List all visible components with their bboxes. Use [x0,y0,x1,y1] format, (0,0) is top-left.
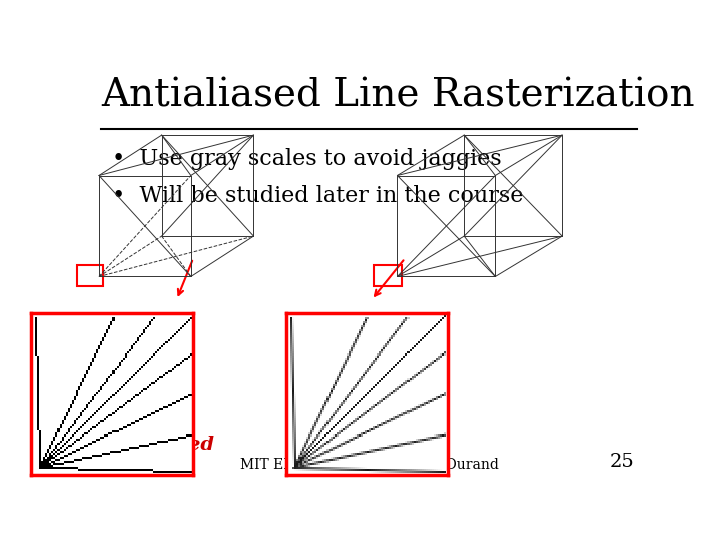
Text: antialiased: antialiased [315,436,435,454]
Bar [78,266,104,286]
Text: 25: 25 [609,454,634,471]
Text: •  Will be studied later in the course: • Will be studied later in the course [112,185,523,207]
Bar [374,266,402,286]
Text: •  Use gray scales to avoid jaggies: • Use gray scales to avoid jaggies [112,148,502,170]
Text: MIT EECS 6.837, Cutler and Durand: MIT EECS 6.837, Cutler and Durand [240,457,498,471]
Text: aliased: aliased [138,436,215,454]
Text: Antialiased Line Rasterization: Antialiased Line Rasterization [101,77,695,114]
